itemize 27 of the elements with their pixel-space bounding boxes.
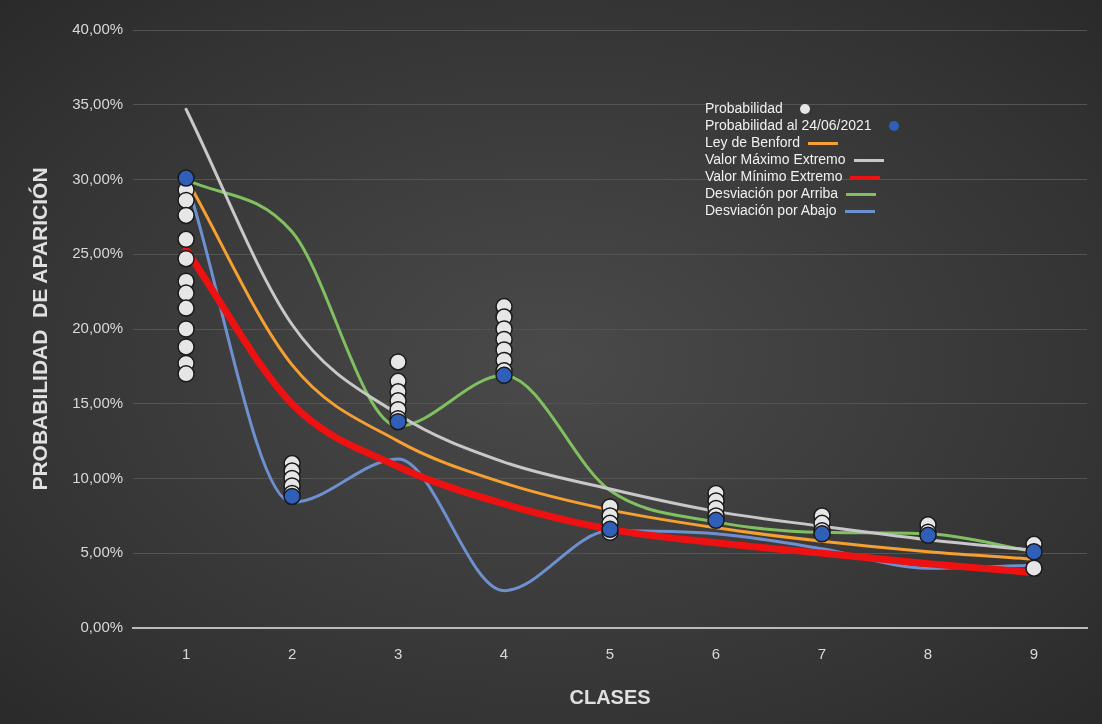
- y-tick-label: 35,00%: [72, 94, 124, 112]
- y-tick-label: 25,00%: [72, 244, 124, 262]
- x-tick-label: 5: [605, 645, 615, 663]
- y-tick-label: 20,00%: [72, 319, 124, 337]
- y-tick-label: 40,00%: [72, 20, 124, 38]
- x-tick-label: 8: [923, 645, 933, 663]
- legend-label: Desviación por Arriba: [705, 185, 839, 202]
- y-tick-label: 10,00%: [72, 468, 124, 486]
- y-tick-label: 0,00%: [80, 618, 124, 636]
- legend-label: Valor Máximo Extremo: [705, 151, 846, 168]
- legend-label: Valor Mínimo Extremo: [705, 168, 843, 185]
- x-tick-label: 3: [393, 645, 403, 663]
- y-axis-title: PROBABILIDAD DE APARICIÓN: [28, 167, 52, 491]
- y-tick-label: 30,00%: [72, 169, 124, 187]
- legend-label: Probabilidad: [705, 100, 783, 117]
- y-tick-label: 15,00%: [72, 393, 124, 411]
- x-tick-label: 9: [1029, 645, 1039, 663]
- x-tick-label: 7: [817, 645, 827, 663]
- y-tick-label: 5,00%: [80, 543, 124, 561]
- legend-label: Desviación por Abajo: [705, 202, 837, 219]
- legend-label: Ley de Benford: [705, 134, 800, 151]
- legend-label: Probabilidad al 24/06/2021: [705, 117, 872, 134]
- x-tick-label: 1: [181, 645, 191, 663]
- x-tick-label: 6: [711, 645, 721, 663]
- x-axis-title: CLASES: [569, 685, 651, 708]
- x-tick-label: 2: [287, 645, 297, 663]
- x-tick-label: 4: [499, 645, 509, 663]
